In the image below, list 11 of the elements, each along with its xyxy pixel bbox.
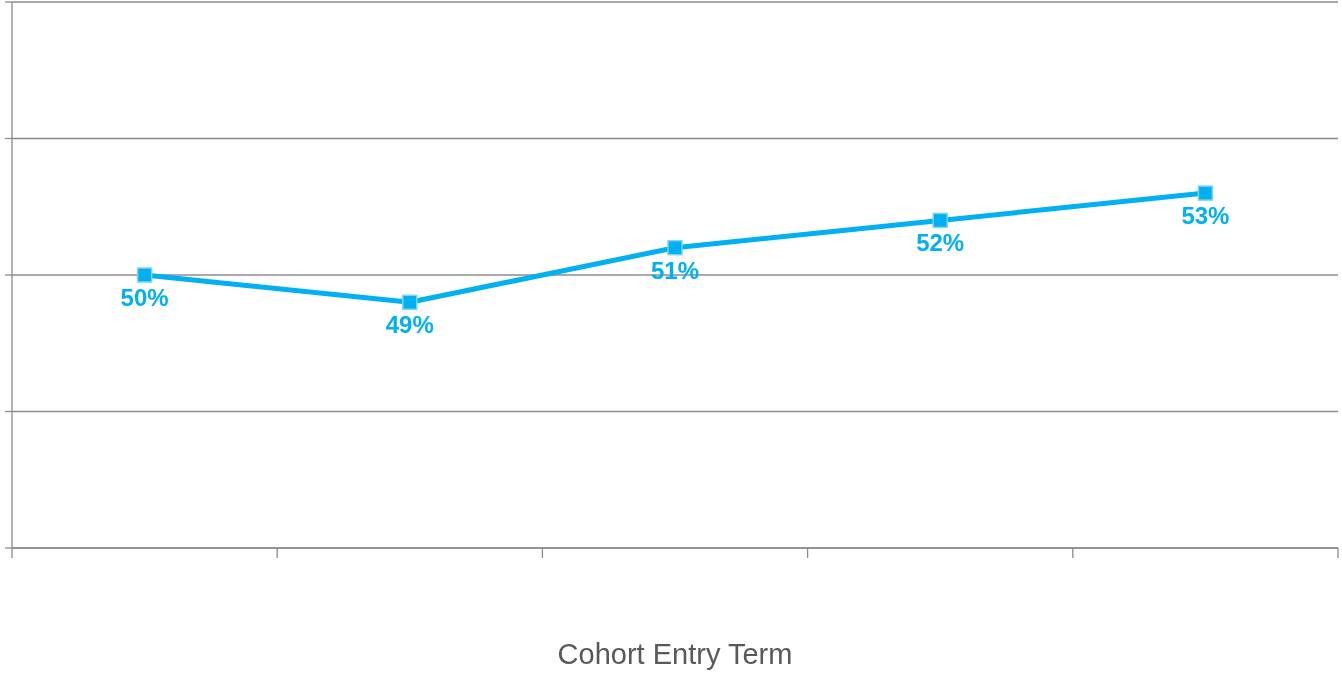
point: [667, 239, 683, 256]
x-axis-title: Cohort Entry Term: [557, 638, 793, 670]
point: [1197, 185, 1214, 201]
data-label: 53%: [1181, 202, 1230, 230]
data-label: 52%: [916, 229, 965, 257]
data-label: 50%: [120, 284, 169, 312]
point: [932, 212, 948, 229]
point: [402, 294, 418, 311]
data-label: 51%: [650, 256, 700, 284]
data-label: 49%: [385, 311, 434, 339]
point: [136, 267, 153, 283]
